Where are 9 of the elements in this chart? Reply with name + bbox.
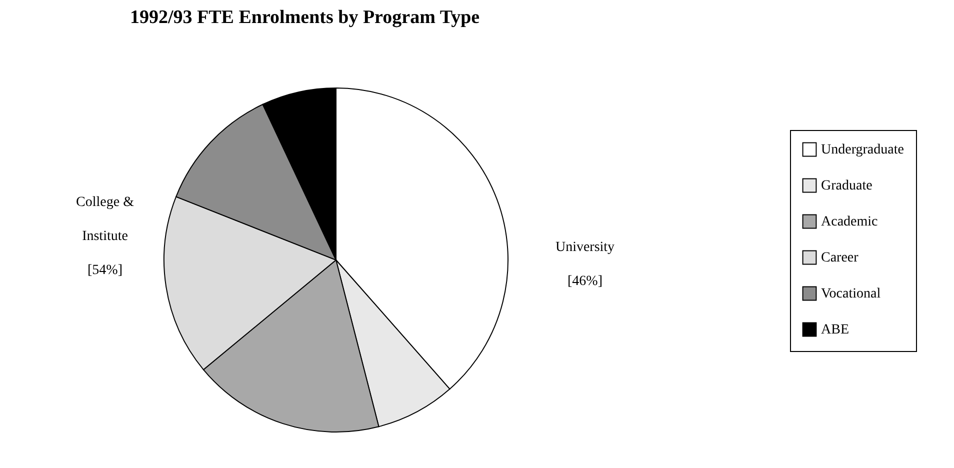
- text: University [46%]: [555, 240, 615, 289]
- legend-label: Undergraduate: [821, 142, 904, 158]
- text: College & Institute [54%]: [76, 195, 134, 278]
- legend-label: Career: [821, 250, 859, 266]
- legend-label: Vocational: [821, 286, 881, 302]
- legend-label: Academic: [821, 214, 878, 230]
- chart-title: 1992/93 FTE Enrolments by Program Type: [130, 7, 480, 28]
- legend-label: Graduate: [821, 178, 872, 194]
- legend-label: ABE: [821, 322, 849, 338]
